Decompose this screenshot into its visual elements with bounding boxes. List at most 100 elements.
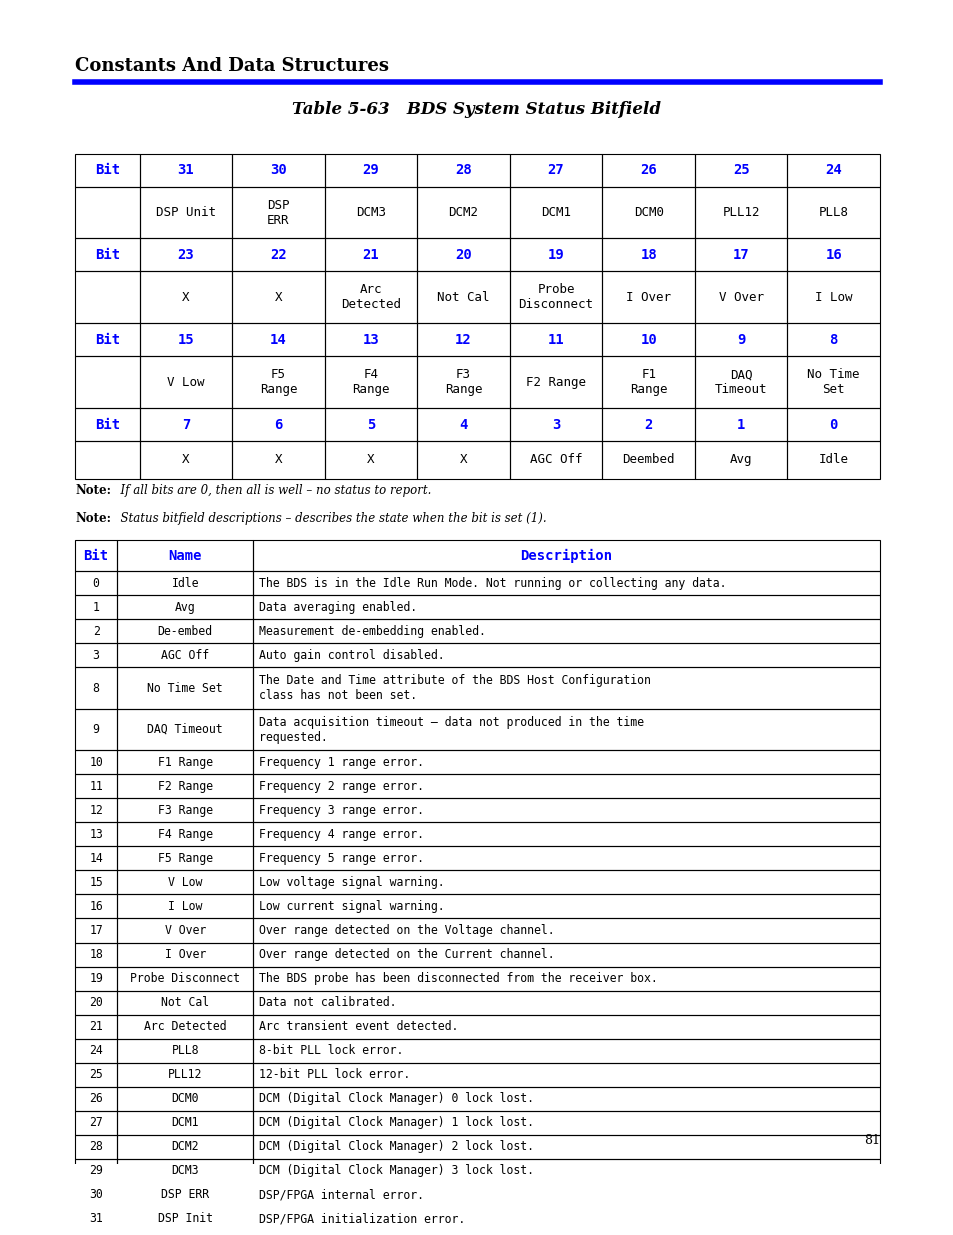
Bar xyxy=(75,540,117,571)
Text: I Over: I Over xyxy=(164,948,206,961)
Text: DCM0: DCM0 xyxy=(633,206,663,219)
Text: If all bits are 0, then all is well – no status to report.: If all bits are 0, then all is well – no… xyxy=(112,484,431,498)
Bar xyxy=(75,894,117,919)
Bar xyxy=(75,871,117,894)
Bar xyxy=(117,1158,253,1183)
Bar xyxy=(75,1087,117,1110)
Bar xyxy=(601,356,694,408)
Bar xyxy=(509,186,601,238)
Text: 13: 13 xyxy=(90,827,103,841)
Bar xyxy=(509,356,601,408)
Bar xyxy=(117,540,253,571)
Bar xyxy=(75,750,117,774)
Bar xyxy=(786,186,879,238)
Text: 12: 12 xyxy=(90,804,103,816)
Text: DCM3: DCM3 xyxy=(172,1165,199,1177)
Text: F3
Range: F3 Range xyxy=(444,368,482,396)
Bar xyxy=(694,324,786,356)
Bar xyxy=(253,1062,879,1087)
Bar xyxy=(117,709,253,750)
Text: 29: 29 xyxy=(90,1165,103,1177)
Text: Frequency 5 range error.: Frequency 5 range error. xyxy=(259,852,424,864)
Text: DCM (Digital Clock Manager) 0 lock lost.: DCM (Digital Clock Manager) 0 lock lost. xyxy=(259,1092,534,1105)
Bar xyxy=(601,153,694,186)
Text: Note:: Note: xyxy=(75,511,111,525)
Text: DSP Init: DSP Init xyxy=(157,1213,213,1225)
Text: 21: 21 xyxy=(362,248,379,262)
Bar xyxy=(509,238,601,272)
Text: 0: 0 xyxy=(92,577,99,589)
Bar xyxy=(601,238,694,272)
Bar xyxy=(601,408,694,441)
Bar xyxy=(117,1183,253,1207)
Bar xyxy=(253,571,879,595)
Text: F2 Range: F2 Range xyxy=(157,779,213,793)
Text: 8: 8 xyxy=(829,332,837,347)
Text: PLL12: PLL12 xyxy=(721,206,760,219)
Bar xyxy=(232,324,324,356)
Bar xyxy=(324,324,416,356)
Text: Low voltage signal warning.: Low voltage signal warning. xyxy=(259,876,444,889)
Text: DCM2: DCM2 xyxy=(448,206,478,219)
Bar xyxy=(117,1015,253,1039)
Text: 12: 12 xyxy=(455,332,472,347)
Bar xyxy=(786,408,879,441)
Text: 30: 30 xyxy=(90,1188,103,1202)
Bar xyxy=(253,643,879,667)
Text: Probe Disconnect: Probe Disconnect xyxy=(130,972,240,986)
Bar xyxy=(117,1207,253,1231)
Bar xyxy=(75,1039,117,1062)
Text: 30: 30 xyxy=(270,163,287,177)
Bar xyxy=(601,441,694,479)
Text: F4 Range: F4 Range xyxy=(157,827,213,841)
Text: AGC Off: AGC Off xyxy=(529,453,581,467)
Text: 31: 31 xyxy=(177,163,194,177)
Bar xyxy=(75,967,117,990)
Bar xyxy=(416,408,509,441)
Text: No Time
Set: No Time Set xyxy=(806,368,859,396)
Text: Data averaging enabled.: Data averaging enabled. xyxy=(259,600,416,614)
Text: 4: 4 xyxy=(459,417,467,431)
Bar xyxy=(253,1135,879,1158)
Bar xyxy=(75,1110,117,1135)
Bar xyxy=(75,571,117,595)
Text: Description: Description xyxy=(520,548,612,563)
Text: F1
Range: F1 Range xyxy=(629,368,667,396)
Text: Deembed: Deembed xyxy=(621,453,674,467)
Bar xyxy=(786,356,879,408)
Text: F1 Range: F1 Range xyxy=(157,756,213,768)
Bar xyxy=(117,919,253,942)
Text: Table 5-63   BDS System Status Bitfield: Table 5-63 BDS System Status Bitfield xyxy=(293,101,660,117)
Text: X: X xyxy=(182,291,190,304)
Bar xyxy=(253,1207,879,1231)
Bar xyxy=(117,798,253,823)
Text: DSP/FPGA internal error.: DSP/FPGA internal error. xyxy=(259,1188,424,1202)
Bar xyxy=(232,272,324,324)
Bar xyxy=(75,667,117,709)
Text: Frequency 4 range error.: Frequency 4 range error. xyxy=(259,827,424,841)
Bar xyxy=(253,667,879,709)
Text: 1: 1 xyxy=(737,417,744,431)
Bar xyxy=(75,1135,117,1158)
Text: DSP/FPGA initialization error.: DSP/FPGA initialization error. xyxy=(259,1213,465,1225)
Bar xyxy=(75,153,139,186)
Bar xyxy=(324,272,416,324)
Bar xyxy=(253,1087,879,1110)
Text: 10: 10 xyxy=(639,332,657,347)
Text: X: X xyxy=(274,291,282,304)
Bar xyxy=(75,324,139,356)
Text: Data not calibrated.: Data not calibrated. xyxy=(259,997,396,1009)
Text: AGC Off: AGC Off xyxy=(161,648,209,662)
Text: 29: 29 xyxy=(362,163,379,177)
Bar xyxy=(117,595,253,619)
Text: Constants And Data Structures: Constants And Data Structures xyxy=(75,57,389,75)
Bar xyxy=(694,408,786,441)
Bar xyxy=(75,356,139,408)
Bar xyxy=(117,967,253,990)
Bar xyxy=(232,186,324,238)
Bar xyxy=(786,153,879,186)
Bar xyxy=(117,1135,253,1158)
Text: 2: 2 xyxy=(92,625,99,637)
Text: PLL12: PLL12 xyxy=(168,1068,202,1081)
Text: F3 Range: F3 Range xyxy=(157,804,213,816)
